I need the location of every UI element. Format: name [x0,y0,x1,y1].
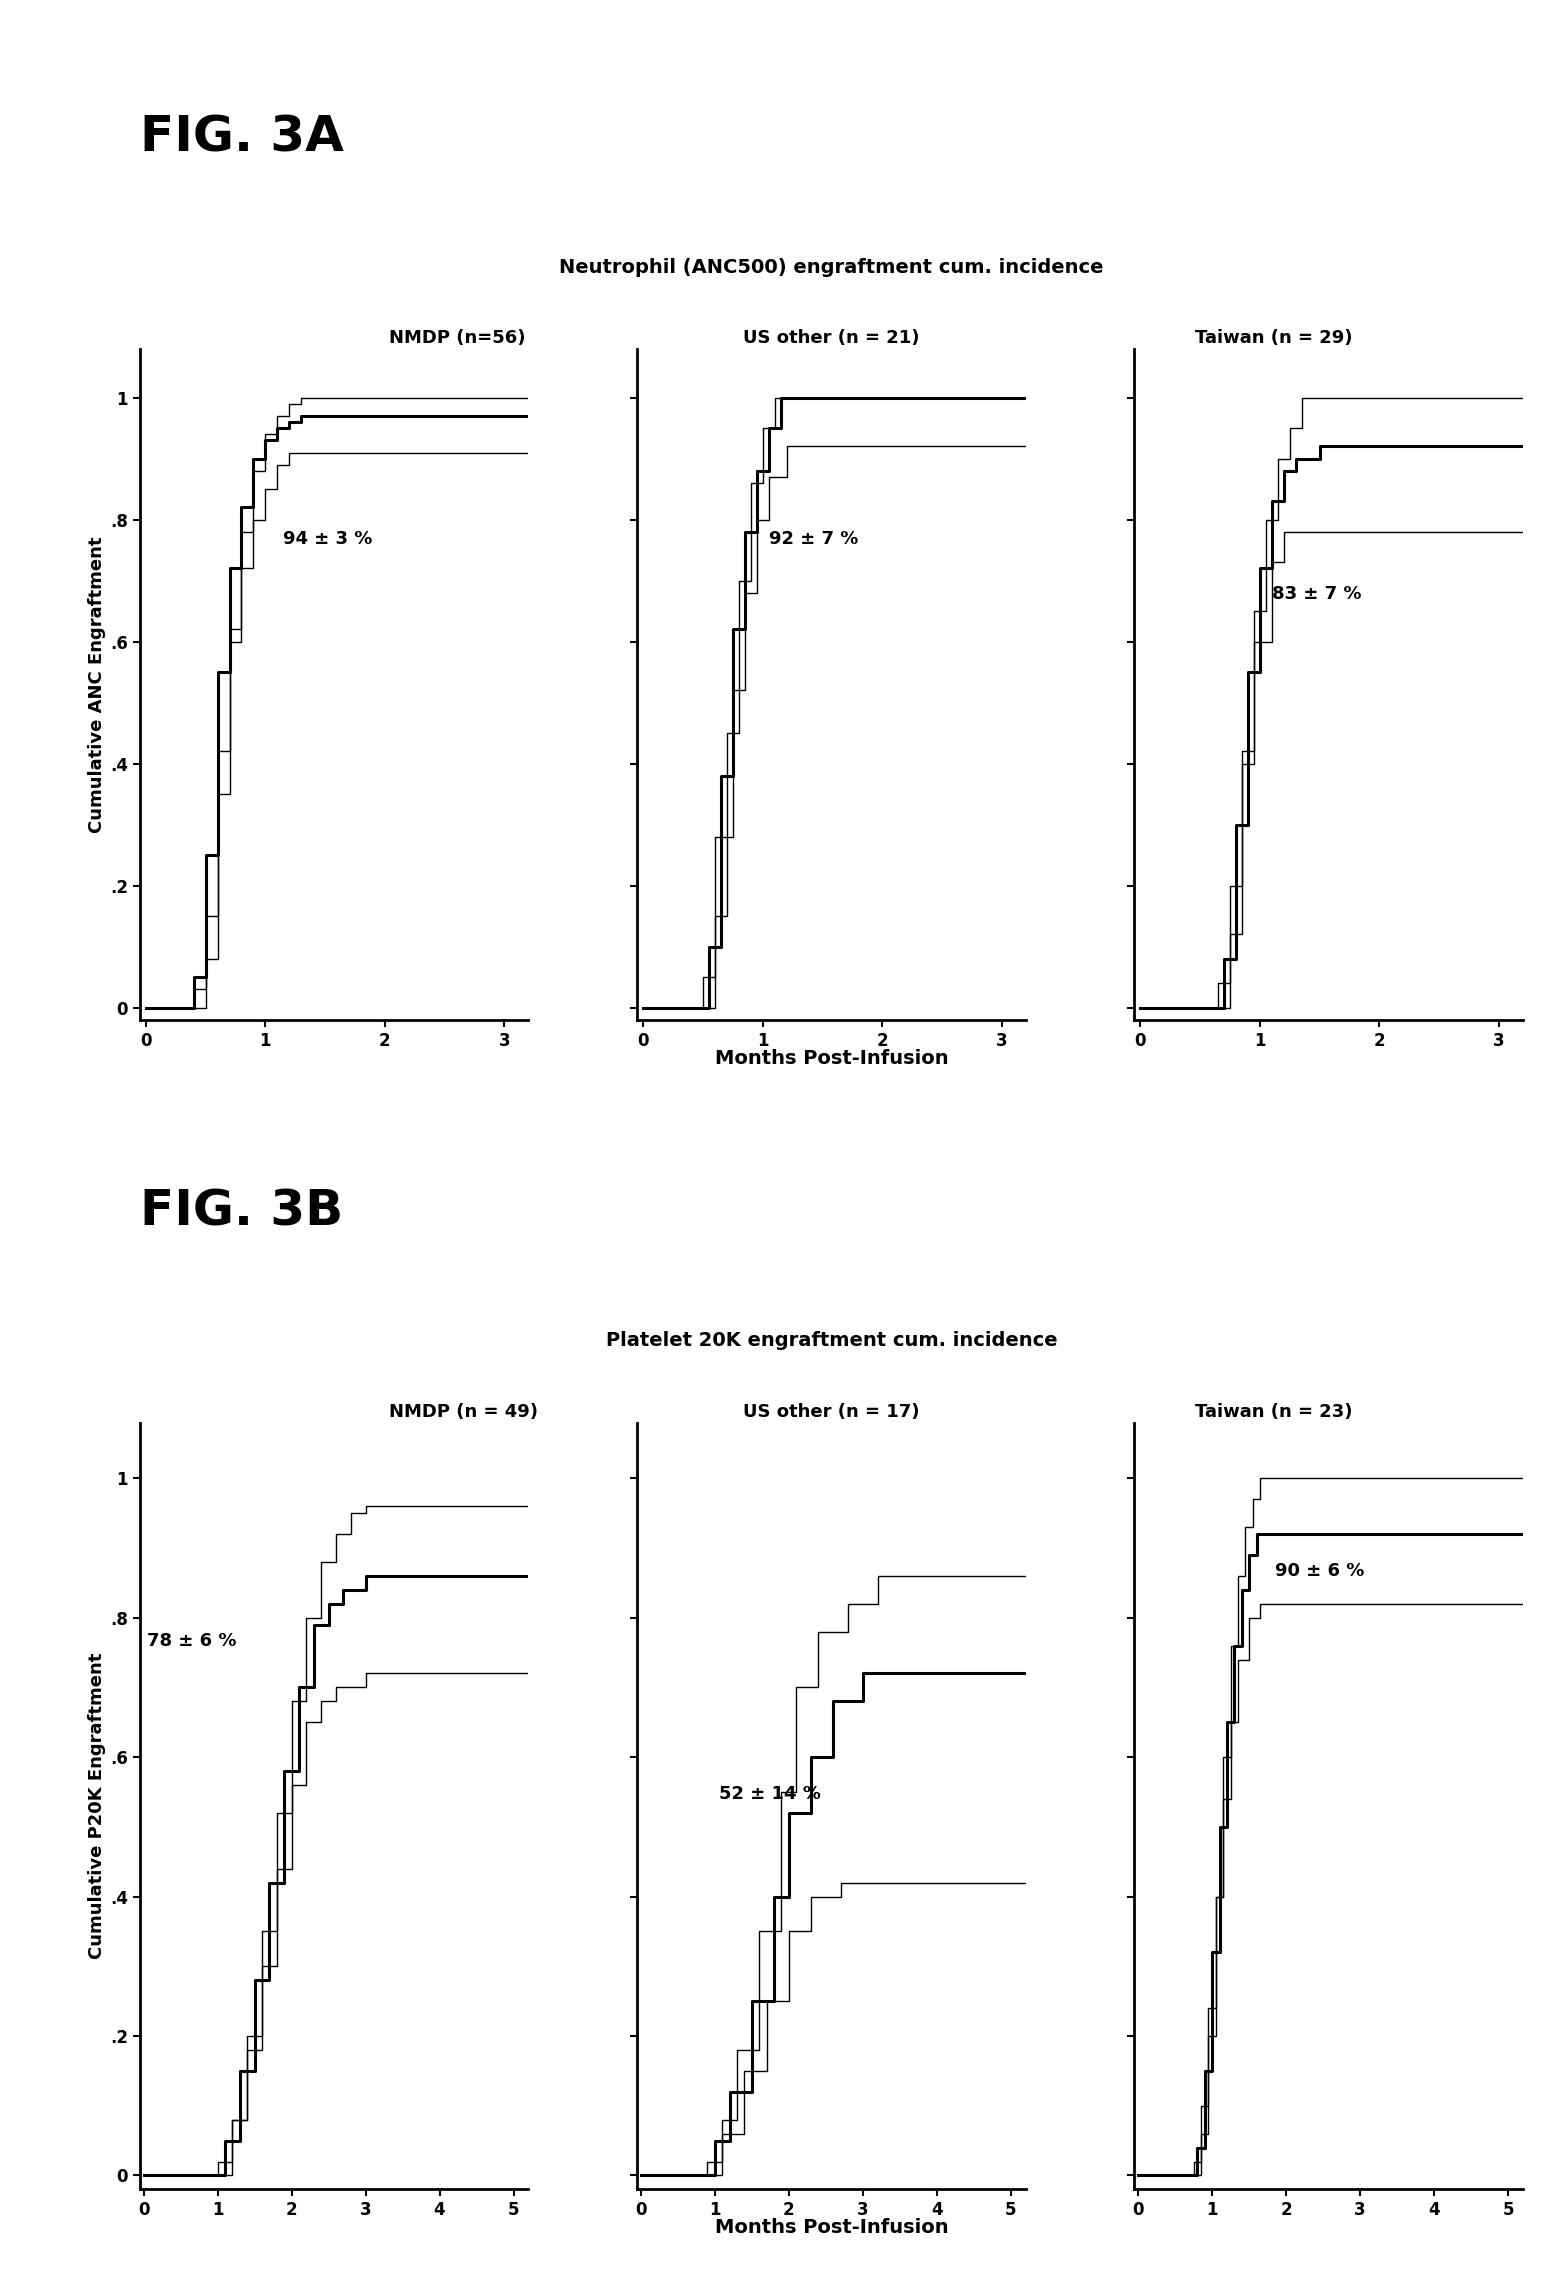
Text: 92 ± 7 %: 92 ± 7 % [769,531,858,547]
Text: Taiwan (n = 23): Taiwan (n = 23) [1195,1403,1352,1421]
Text: Taiwan (n = 29): Taiwan (n = 29) [1195,330,1352,348]
Text: Neutrophil (ANC500) engraftment cum. incidence: Neutrophil (ANC500) engraftment cum. inc… [559,259,1103,277]
Text: FIG. 3B: FIG. 3B [140,1188,343,1236]
Text: 78 ± 6 %: 78 ± 6 % [148,1632,236,1650]
Text: 52 ± 14 %: 52 ± 14 % [718,1785,821,1804]
Text: US other (n = 21): US other (n = 21) [743,330,920,348]
Y-axis label: Cumulative ANC Engraftment: Cumulative ANC Engraftment [89,536,106,833]
Text: NMDP (n=56): NMDP (n=56) [388,330,525,348]
Text: Platelet 20K engraftment cum. incidence: Platelet 20K engraftment cum. incidence [606,1332,1057,1351]
Text: Months Post-Infusion: Months Post-Infusion [715,1048,948,1067]
Text: US other (n = 17): US other (n = 17) [743,1403,920,1421]
Text: FIG. 3A: FIG. 3A [140,114,343,163]
Text: 90 ± 6 %: 90 ± 6 % [1274,1561,1364,1579]
Text: 94 ± 3 %: 94 ± 3 % [283,531,373,547]
Text: Months Post-Infusion: Months Post-Infusion [715,2218,948,2236]
Y-axis label: Cumulative P20K Engraftment: Cumulative P20K Engraftment [89,1653,106,1959]
Text: 83 ± 7 %: 83 ± 7 % [1271,586,1361,602]
Text: NMDP (n = 49): NMDP (n = 49) [388,1403,538,1421]
